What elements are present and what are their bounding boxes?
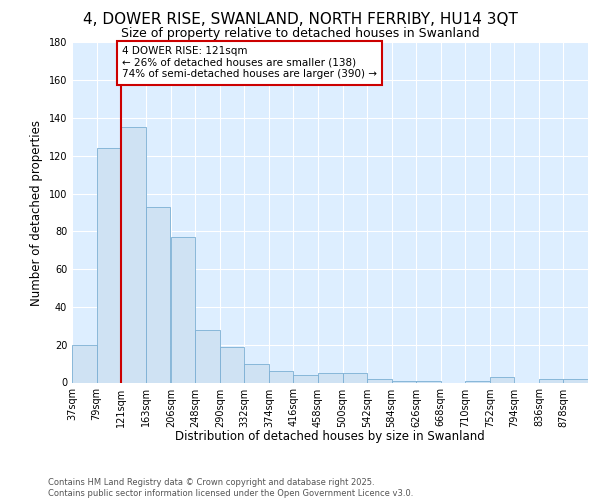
Bar xyxy=(72,344,97,383)
Bar xyxy=(392,380,416,382)
Bar xyxy=(367,378,392,382)
Text: Size of property relative to detached houses in Swanland: Size of property relative to detached ho… xyxy=(121,28,479,40)
X-axis label: Distribution of detached houses by size in Swanland: Distribution of detached houses by size … xyxy=(175,430,485,442)
Bar xyxy=(244,364,269,382)
Bar xyxy=(171,237,196,382)
Bar xyxy=(490,377,514,382)
Bar xyxy=(269,371,293,382)
Bar xyxy=(465,380,490,382)
Text: 4, DOWER RISE, SWANLAND, NORTH FERRIBY, HU14 3QT: 4, DOWER RISE, SWANLAND, NORTH FERRIBY, … xyxy=(83,12,517,28)
Text: 4 DOWER RISE: 121sqm
← 26% of detached houses are smaller (138)
74% of semi-deta: 4 DOWER RISE: 121sqm ← 26% of detached h… xyxy=(122,46,377,80)
Text: Contains HM Land Registry data © Crown copyright and database right 2025.
Contai: Contains HM Land Registry data © Crown c… xyxy=(48,478,413,498)
Bar xyxy=(343,373,367,382)
Bar xyxy=(220,346,244,382)
Bar xyxy=(293,375,318,382)
Bar xyxy=(318,373,343,382)
Bar xyxy=(539,378,563,382)
Y-axis label: Number of detached properties: Number of detached properties xyxy=(30,120,43,306)
Bar xyxy=(121,128,146,382)
Bar xyxy=(146,207,170,382)
Bar xyxy=(97,148,121,382)
Bar xyxy=(416,380,441,382)
Bar xyxy=(196,330,220,382)
Bar xyxy=(563,378,588,382)
